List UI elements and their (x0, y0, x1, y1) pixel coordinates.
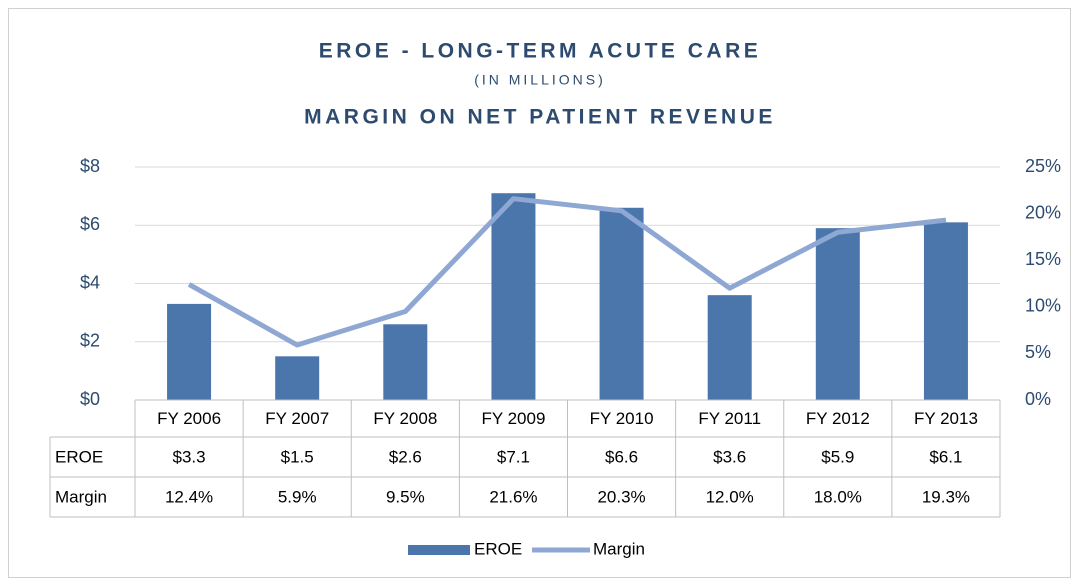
chart-subtitle: MARGIN ON NET PATIENT REVENUE (304, 106, 776, 129)
bar (815, 228, 860, 400)
bar (599, 207, 644, 400)
x-tick-label: FY 2010 (590, 409, 654, 428)
table-cell: 12.4% (165, 487, 213, 506)
table-cell: 18.0% (814, 487, 862, 506)
y2-tick-label: 25% (1025, 156, 1061, 176)
y2-tick-label: 10% (1025, 296, 1061, 316)
table-cell: 19.3% (922, 487, 970, 506)
table-cell: $5.9 (821, 447, 854, 466)
bar (923, 222, 968, 400)
x-tick-label: FY 2011 (698, 409, 761, 428)
legend-swatch (408, 545, 470, 555)
y2-tick-label: 0% (1025, 389, 1051, 409)
x-tick-label: FY 2013 (914, 409, 978, 428)
table-row-header: Margin (55, 487, 107, 506)
table-cell: 20.3% (597, 487, 645, 506)
table-cell: $6.6 (605, 447, 638, 466)
table-cell: $2.6 (389, 447, 422, 466)
table-cell: $3.3 (173, 447, 206, 466)
bar (383, 324, 428, 400)
table-cell: $3.6 (713, 447, 746, 466)
table-cell: 12.0% (706, 487, 754, 506)
table-cell: 5.9% (278, 487, 317, 506)
x-tick-label: FY 2008 (373, 409, 437, 428)
bar (707, 295, 752, 400)
table-cell: $1.5 (281, 447, 314, 466)
legend-label: Margin (593, 539, 645, 558)
x-tick-label: FY 2007 (265, 409, 329, 428)
y-tick-label: $0 (80, 389, 100, 409)
y-tick-label: $8 (80, 156, 100, 176)
table-cell: $7.1 (497, 447, 530, 466)
table-cell: $6.1 (929, 447, 962, 466)
x-tick-label: FY 2012 (806, 409, 870, 428)
table-cell: 9.5% (386, 487, 425, 506)
line (187, 196, 947, 348)
chart-title: EROE - LONG-TERM ACUTE CARE (319, 40, 762, 63)
y2-tick-label: 20% (1025, 202, 1061, 222)
chart-frame (8, 8, 1071, 578)
table-row-header: EROE (55, 447, 103, 466)
bar (491, 193, 536, 400)
table-cell: 21.6% (489, 487, 537, 506)
y-tick-label: $2 (80, 331, 100, 351)
y2-tick-label: 15% (1025, 249, 1061, 269)
x-tick-label: FY 2006 (157, 409, 221, 428)
legend-label: EROE (474, 539, 522, 558)
chart-subtitle: (IN MILLIONS) (474, 72, 606, 88)
y-tick-label: $6 (80, 214, 100, 234)
bar (167, 303, 212, 400)
bar (275, 356, 320, 400)
x-tick-label: FY 2009 (481, 409, 545, 428)
y-tick-label: $4 (80, 272, 100, 292)
y2-tick-label: 5% (1025, 342, 1051, 362)
